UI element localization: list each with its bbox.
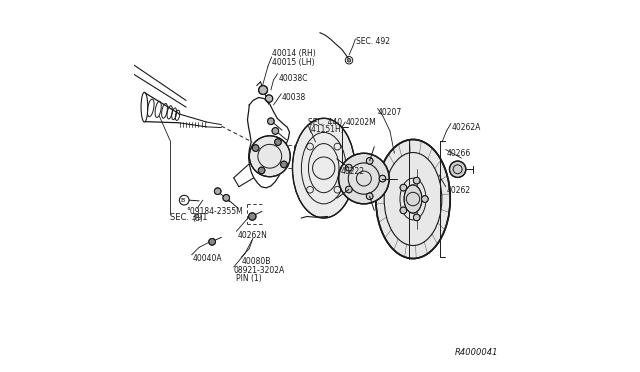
Text: B: B bbox=[180, 198, 184, 203]
Circle shape bbox=[400, 207, 406, 214]
Text: SEC. 440: SEC. 440 bbox=[308, 118, 342, 126]
Text: 40038C: 40038C bbox=[278, 74, 308, 83]
Text: 40262A: 40262A bbox=[452, 123, 481, 132]
Text: 40015 (LH): 40015 (LH) bbox=[273, 58, 315, 67]
Circle shape bbox=[280, 161, 287, 168]
Circle shape bbox=[366, 157, 373, 164]
Text: 08921-3202A: 08921-3202A bbox=[234, 266, 285, 275]
Circle shape bbox=[400, 184, 406, 191]
Circle shape bbox=[339, 153, 389, 204]
Circle shape bbox=[268, 118, 275, 125]
Text: 40014 (RH): 40014 (RH) bbox=[273, 49, 316, 58]
Circle shape bbox=[422, 196, 428, 202]
Text: 40266: 40266 bbox=[447, 149, 471, 158]
Text: (41151H): (41151H) bbox=[308, 125, 344, 134]
Circle shape bbox=[259, 86, 268, 94]
Text: R4000041: R4000041 bbox=[455, 348, 499, 357]
Text: 40038: 40038 bbox=[282, 93, 307, 102]
Circle shape bbox=[272, 128, 278, 134]
Circle shape bbox=[347, 58, 351, 62]
Circle shape bbox=[379, 175, 386, 182]
Circle shape bbox=[250, 136, 290, 177]
Text: 40222: 40222 bbox=[340, 167, 364, 176]
Circle shape bbox=[252, 145, 259, 151]
Text: 40207: 40207 bbox=[378, 108, 402, 117]
Circle shape bbox=[413, 214, 420, 221]
Circle shape bbox=[275, 139, 282, 145]
Text: 40080B: 40080B bbox=[241, 257, 271, 266]
Circle shape bbox=[248, 213, 256, 220]
Circle shape bbox=[259, 167, 265, 174]
Text: 40202M: 40202M bbox=[346, 118, 377, 126]
Text: SEC. 391: SEC. 391 bbox=[170, 213, 208, 222]
Circle shape bbox=[449, 161, 466, 177]
Text: SEC. 492: SEC. 492 bbox=[356, 37, 390, 46]
Circle shape bbox=[209, 238, 216, 245]
Text: 40262: 40262 bbox=[447, 186, 470, 195]
Ellipse shape bbox=[376, 140, 450, 259]
Text: 40040A: 40040A bbox=[193, 254, 223, 263]
Circle shape bbox=[223, 195, 230, 201]
Circle shape bbox=[346, 186, 352, 193]
Text: °09184-2355M: °09184-2355M bbox=[186, 207, 243, 216]
Text: (8): (8) bbox=[193, 214, 204, 223]
Circle shape bbox=[366, 193, 373, 200]
Ellipse shape bbox=[404, 185, 422, 213]
Circle shape bbox=[266, 95, 273, 102]
Ellipse shape bbox=[292, 118, 355, 218]
Circle shape bbox=[214, 188, 221, 195]
Text: PIN (1): PIN (1) bbox=[236, 274, 262, 283]
Circle shape bbox=[413, 177, 420, 184]
Circle shape bbox=[346, 164, 352, 171]
Text: 40262N: 40262N bbox=[237, 231, 268, 240]
